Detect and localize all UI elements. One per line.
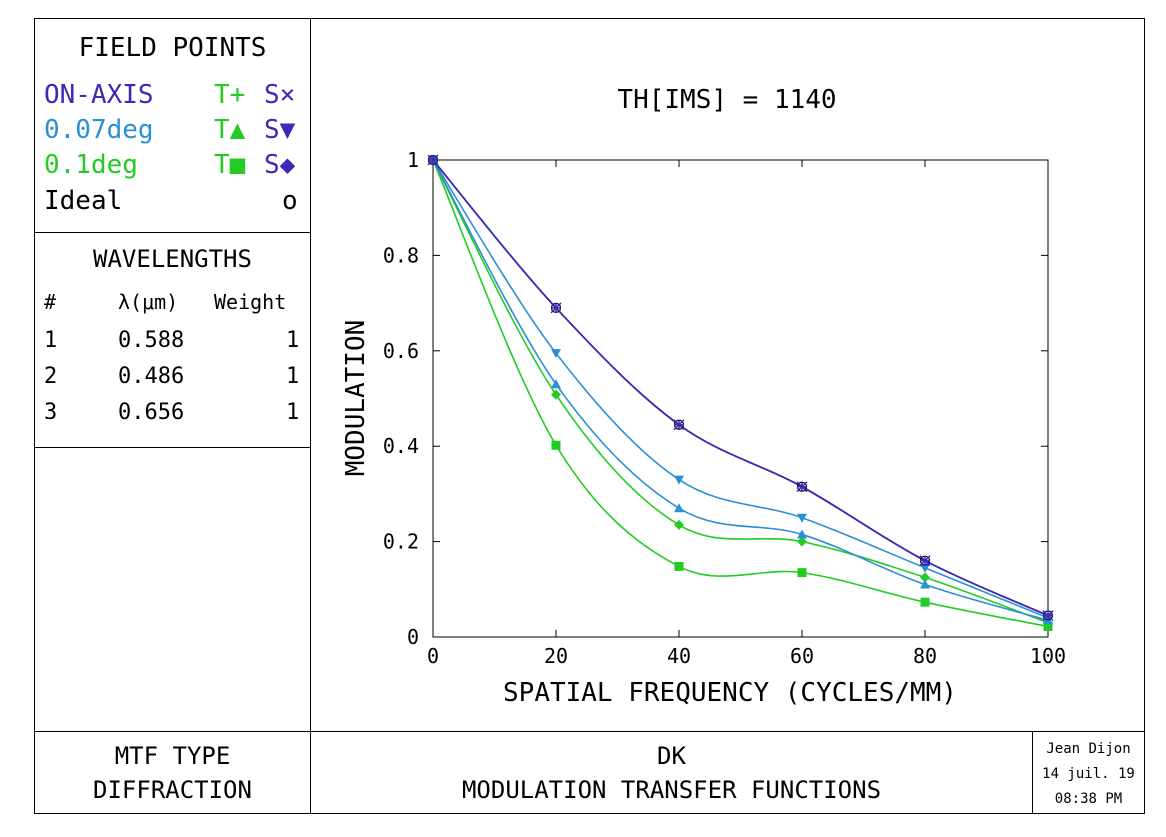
wavelength-row-3-index: 3: [44, 400, 58, 425]
x-tick-label: 0: [427, 644, 439, 668]
x-tick-label: 20: [544, 644, 568, 668]
mtf-type-label: MTF TYPE: [114, 742, 231, 770]
marker-0-07deg-s: [551, 349, 561, 359]
y-tick-label: 0: [407, 625, 419, 649]
wavelength-col-weight: Weight: [214, 290, 287, 314]
marker-0-1deg-t: [674, 561, 684, 571]
author-name: Jean Dijon: [1046, 741, 1131, 757]
wavelength-row-3-weight: 1: [286, 400, 300, 425]
plot-area-frame: [432, 159, 1049, 638]
marker-on-axis-s: [919, 555, 931, 567]
marker-0-1deg-t: [551, 440, 561, 450]
plot-time: 08:38 PM: [1054, 791, 1123, 807]
wavelengths-heading: WAVELENGTHS: [93, 245, 252, 273]
marker-on-axis-s: [1042, 610, 1054, 622]
plot-date: 14 juil. 19: [1042, 766, 1135, 782]
footer-right-divider: [1032, 731, 1033, 814]
series-line-on-axis-s: [432, 159, 1049, 617]
wavelength-row-1-index: 1: [44, 328, 58, 353]
series-line-0-1deg-t: [432, 159, 1049, 628]
field-s-on-axis: S×: [264, 80, 296, 110]
marker-0-07deg-t: [920, 579, 930, 589]
footer-divider: [34, 731, 1145, 732]
field-label-on-axis: ON-AXIS: [44, 80, 154, 110]
marker-0-1deg-s: [797, 536, 807, 547]
y-tick-label: 1: [407, 148, 419, 172]
wavelength-row-1-weight: 1: [286, 328, 300, 353]
marker-0-1deg-s: [551, 389, 561, 400]
wavelength-col-index: #: [44, 290, 57, 314]
field-points-divider: [34, 232, 311, 233]
mtf-markers: [427, 154, 1054, 632]
marker-on-axis-s: [427, 154, 439, 166]
y-tick-label: 0.6: [383, 339, 419, 363]
marker-on-axis-s: [673, 419, 685, 431]
series-line-0-1deg-s: [432, 159, 1049, 624]
marker-0-1deg-s: [920, 572, 930, 583]
wavelength-row-1-lambda: 0.588: [118, 328, 185, 353]
field-t-0.1deg: T■: [214, 150, 246, 180]
wavelength-col-lambda: λ(μm): [118, 290, 179, 314]
x-tick-label: 60: [790, 644, 814, 668]
y-axis-label: MODULATION: [341, 320, 371, 477]
y-tick-label: 0.2: [383, 530, 419, 554]
field-label-0.1deg: 0.1deg: [44, 150, 138, 180]
series-line-0-07deg-t: [432, 159, 1049, 622]
axis-ticks: 0 20 40 60 80 100 0 0.2 0.4 0.6 0.8 1: [383, 148, 1066, 668]
plot-name: MODULATION TRANSFER FUNCTIONS: [461, 776, 882, 804]
y-tick-label: 0.8: [383, 243, 419, 267]
wavelength-row-2-weight: 1: [286, 364, 300, 389]
system-name: DK: [657, 742, 686, 770]
series-line-ideal: [432, 159, 1049, 617]
field-t-on-axis: T+: [214, 80, 246, 110]
field-s-0.07deg: S▼: [264, 115, 296, 145]
field-s-ideal: o: [282, 186, 298, 216]
marker-0-07deg-s: [797, 513, 807, 523]
field-label-0.07deg: 0.07deg: [44, 115, 154, 145]
wavelengths-divider: [34, 447, 311, 448]
x-tick-label: 40: [667, 644, 691, 668]
field-points-heading: FIELD POINTS: [78, 33, 267, 63]
marker-0-07deg-t: [674, 503, 684, 513]
marker-0-1deg-s: [674, 519, 684, 530]
x-axis-label: SPATIAL FREQUENCY (CYCLES/MM): [503, 678, 957, 708]
outer-frame: [34, 18, 1145, 814]
wavelength-row-3-lambda: 0.656: [118, 400, 185, 425]
marker-on-axis-s: [796, 481, 808, 493]
series-line-on-axis-t: [432, 159, 1049, 617]
marker-0-07deg-t: [797, 529, 807, 539]
x-tick-label: 100: [1030, 644, 1066, 668]
series-line-0-07deg-s: [432, 159, 1049, 619]
y-tick-label: 0.4: [383, 434, 419, 458]
field-s-0.1deg: S◆: [264, 150, 296, 180]
marker-0-1deg-t: [797, 568, 807, 578]
marker-0-07deg-s: [920, 563, 930, 573]
left-panel-divider: [310, 18, 311, 814]
mtf-curves: [432, 159, 1049, 628]
marker-0-1deg-t: [920, 597, 930, 607]
wavelength-row-2-index: 2: [44, 364, 58, 389]
marker-0-07deg-t: [551, 379, 561, 389]
x-tick-label: 80: [913, 644, 937, 668]
field-label-ideal: Ideal: [44, 186, 123, 216]
marker-on-axis-s: [550, 302, 562, 314]
marker-0-07deg-s: [674, 475, 684, 485]
mtf-type-value: DIFFRACTION: [93, 776, 252, 804]
wavelength-row-2-lambda: 0.486: [118, 364, 185, 389]
chart-title: TH[IMS] = 1140: [617, 85, 836, 115]
field-t-0.07deg: T▲: [214, 115, 246, 145]
